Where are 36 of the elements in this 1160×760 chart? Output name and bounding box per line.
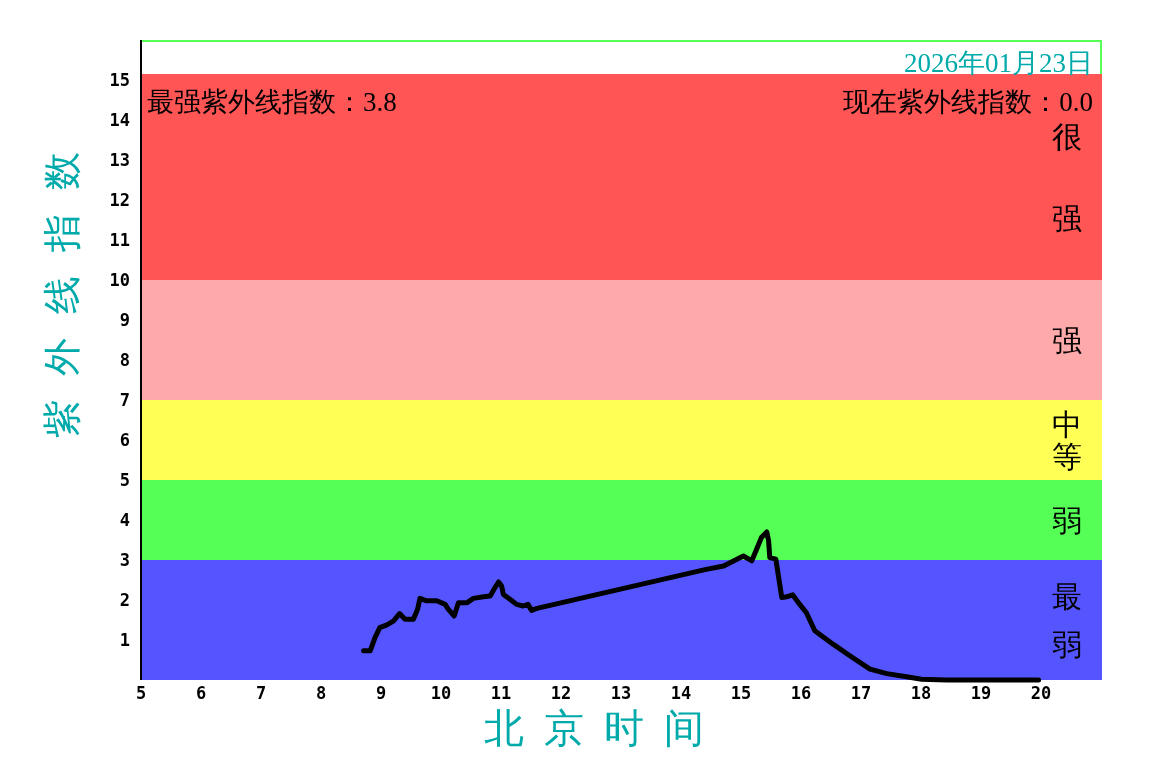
y-tick-label: 9 bbox=[119, 310, 130, 330]
x-tick-label: 16 bbox=[790, 683, 812, 703]
annotation: 2026年01月23日 bbox=[904, 48, 1093, 78]
y-tick-label: 4 bbox=[119, 510, 130, 530]
y-tick-label: 13 bbox=[109, 150, 130, 170]
x-tick-label: 13 bbox=[610, 683, 632, 703]
x-tick-label: 8 bbox=[315, 683, 327, 703]
y-tick-label: 1 bbox=[119, 630, 130, 650]
x-tick-label: 12 bbox=[550, 683, 572, 703]
y-tick-label: 2 bbox=[119, 590, 130, 610]
x-tick-label: 15 bbox=[730, 683, 752, 703]
x-tick-label: 6 bbox=[195, 683, 207, 703]
y-tick-label: 7 bbox=[119, 390, 130, 410]
x-tick-label: 19 bbox=[970, 683, 992, 703]
y-tick-label: 6 bbox=[119, 430, 130, 450]
x-tick-label: 10 bbox=[430, 683, 452, 703]
x-tick-label: 20 bbox=[1030, 683, 1052, 703]
x-tick-label: 9 bbox=[375, 683, 387, 703]
x-tick-label: 11 bbox=[490, 683, 512, 703]
y-tick-label: 8 bbox=[119, 350, 130, 370]
xlabel: 北京时间 bbox=[484, 705, 724, 751]
x-tick-label: 18 bbox=[910, 683, 932, 703]
x-tick-label: 17 bbox=[850, 683, 872, 703]
y-tick-label: 3 bbox=[119, 550, 130, 570]
annotation: 最强紫外线指数：3.8 bbox=[147, 87, 397, 117]
annotation: 现在紫外线指数：0.0 bbox=[843, 87, 1093, 117]
ylabel: 紫外线指数 bbox=[40, 128, 84, 438]
y-tick-label: 14 bbox=[109, 110, 130, 130]
y-tick-label: 5 bbox=[119, 470, 130, 490]
y-tick-label: 12 bbox=[109, 190, 130, 210]
x-tick-label: 5 bbox=[135, 683, 147, 703]
y-tick-label: 15 bbox=[109, 70, 130, 90]
y-tick-label: 11 bbox=[109, 230, 130, 250]
x-tick-label: 7 bbox=[255, 683, 267, 703]
y-tick-label: 10 bbox=[109, 270, 130, 290]
x-tick-label: 14 bbox=[670, 683, 692, 703]
